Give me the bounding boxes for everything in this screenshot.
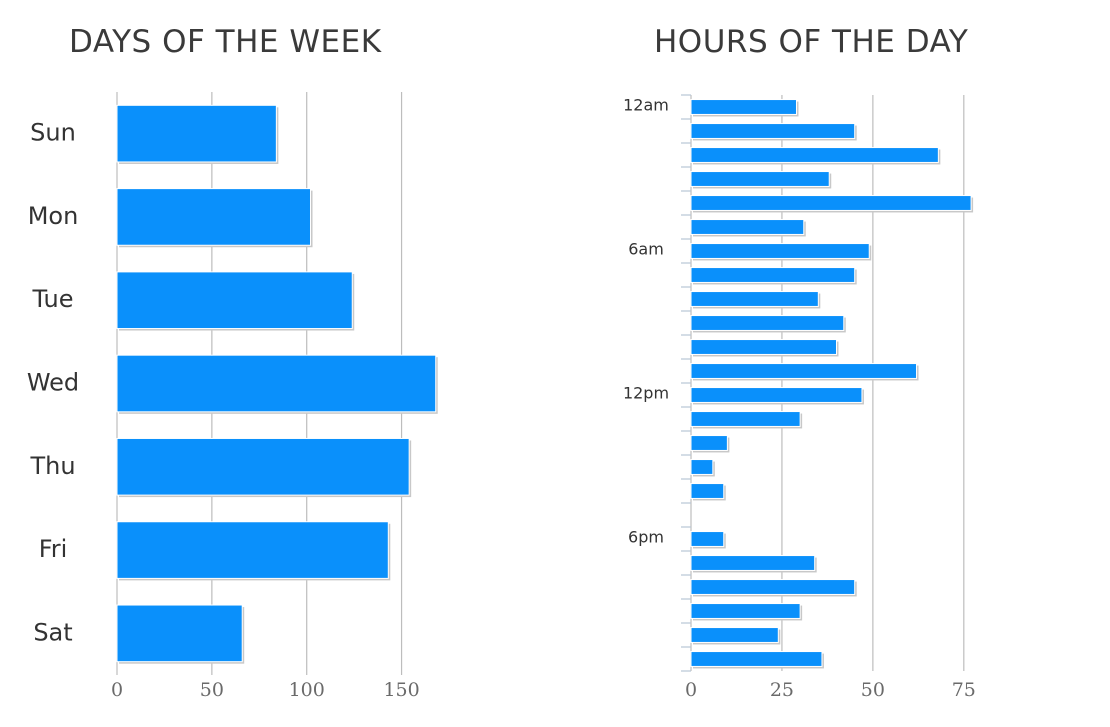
category-label: Sun bbox=[30, 119, 76, 147]
bar bbox=[690, 555, 816, 571]
days-chart-plot: Sun Mon Tue Wed Thu Fri Sat 0 50 100 150 bbox=[27, 92, 438, 701]
bar bbox=[690, 435, 728, 451]
hours-of-day-chart: HOURS OF THE DAY 12am 6am 12pm 6pm 0 25 50 75 bbox=[560, 0, 1110, 727]
category-label: 6am bbox=[628, 239, 664, 258]
category-label: 12am bbox=[623, 95, 669, 114]
bar bbox=[690, 387, 863, 403]
hours-chart-title: HOURS OF THE DAY bbox=[654, 24, 969, 60]
bar bbox=[690, 147, 939, 163]
bar bbox=[690, 603, 801, 619]
bar bbox=[116, 521, 389, 579]
bar bbox=[116, 604, 243, 663]
bar bbox=[690, 219, 805, 235]
bar bbox=[690, 483, 725, 499]
bar bbox=[690, 339, 837, 355]
category-label: 6pm bbox=[628, 527, 664, 546]
bar bbox=[690, 459, 714, 475]
x-tick-label: 0 bbox=[111, 679, 123, 701]
x-tick-label: 75 bbox=[952, 679, 976, 701]
days-chart-title: DAYS OF THE WEEK bbox=[69, 24, 382, 60]
bar bbox=[690, 291, 819, 307]
category-label: Fri bbox=[39, 535, 68, 563]
bar bbox=[116, 437, 410, 496]
bar bbox=[690, 363, 918, 379]
bar bbox=[690, 579, 856, 595]
bar bbox=[690, 651, 823, 667]
category-label: Wed bbox=[27, 369, 79, 397]
x-tick-label: 50 bbox=[200, 679, 224, 701]
x-tick-label: 150 bbox=[383, 679, 419, 701]
bar bbox=[116, 271, 353, 330]
bar bbox=[690, 531, 725, 547]
x-tick-label: 50 bbox=[861, 679, 885, 701]
bar bbox=[116, 354, 437, 413]
x-tick-label: 100 bbox=[289, 679, 325, 701]
bar bbox=[690, 627, 779, 643]
x-tick-label: 0 bbox=[685, 679, 697, 701]
hours-chart-plot: 12am 6am 12pm 6pm 0 25 50 75 bbox=[623, 94, 976, 701]
category-label: 12pm bbox=[623, 383, 669, 402]
bar bbox=[690, 315, 845, 331]
bar bbox=[690, 99, 797, 115]
category-label: Tue bbox=[32, 285, 74, 313]
category-label: Thu bbox=[29, 452, 75, 480]
bar bbox=[690, 195, 972, 211]
category-label: Mon bbox=[28, 202, 79, 230]
bar bbox=[116, 188, 312, 246]
bar bbox=[690, 123, 856, 139]
category-label: Sat bbox=[33, 618, 72, 646]
bar bbox=[116, 104, 277, 163]
x-tick-label: 25 bbox=[770, 679, 794, 701]
bar bbox=[690, 411, 801, 427]
days-of-week-chart: DAYS OF THE WEEK Sun Mon Tue Wed Thu Fri Sat 0 5… bbox=[27, 24, 438, 701]
bar bbox=[690, 267, 856, 283]
bar bbox=[690, 243, 870, 259]
bar bbox=[690, 171, 830, 187]
